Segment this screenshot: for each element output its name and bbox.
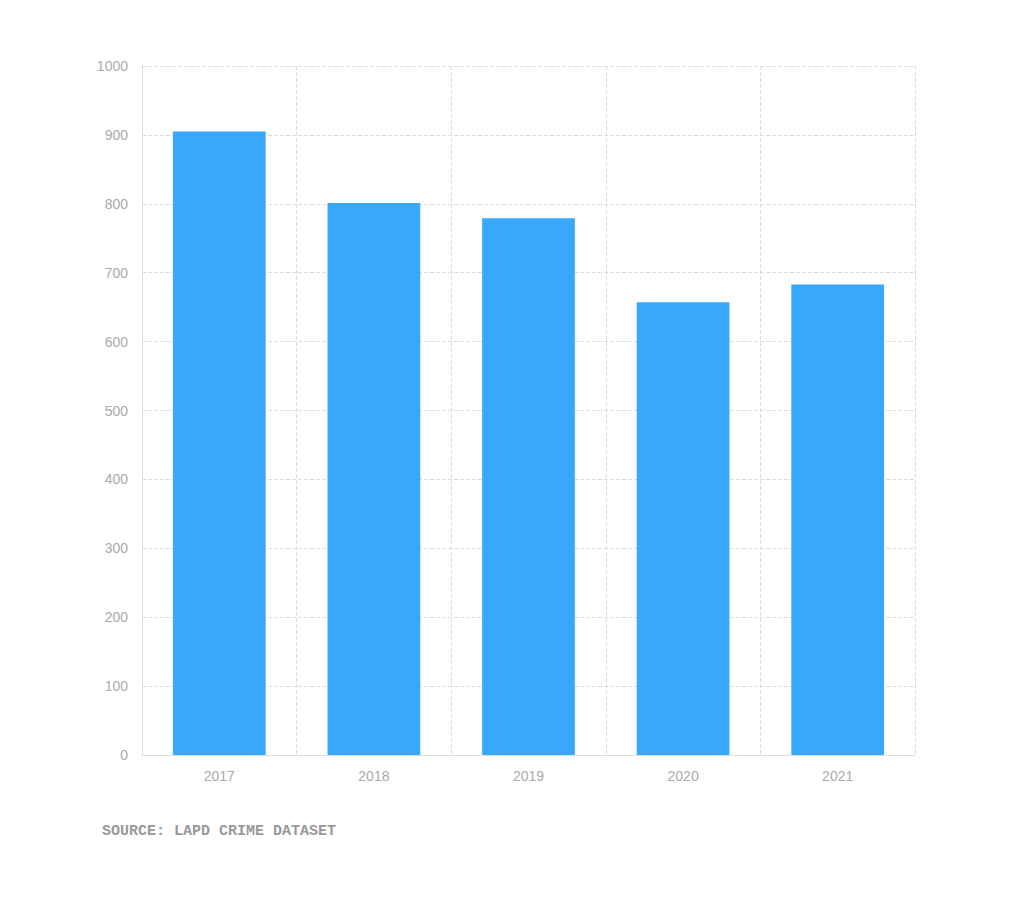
svg-text:2017: 2017 xyxy=(204,768,235,784)
svg-text:1000: 1000 xyxy=(97,58,128,74)
svg-text:2021: 2021 xyxy=(822,768,853,784)
svg-text:2020: 2020 xyxy=(668,768,699,784)
svg-text:SOURCE: LAPD CRIME DATASET: SOURCE: LAPD CRIME DATASET xyxy=(102,823,336,840)
svg-text:800: 800 xyxy=(105,196,129,212)
svg-text:2018: 2018 xyxy=(358,768,389,784)
svg-text:900: 900 xyxy=(105,127,129,143)
svg-text:0: 0 xyxy=(120,747,128,763)
svg-text:300: 300 xyxy=(105,540,129,556)
svg-text:200: 200 xyxy=(105,609,129,625)
svg-text:400: 400 xyxy=(105,471,129,487)
svg-text:100: 100 xyxy=(105,678,129,694)
svg-text:600: 600 xyxy=(105,334,129,350)
svg-text:2019: 2019 xyxy=(513,768,544,784)
svg-text:500: 500 xyxy=(105,403,129,419)
svg-text:700: 700 xyxy=(105,265,129,281)
